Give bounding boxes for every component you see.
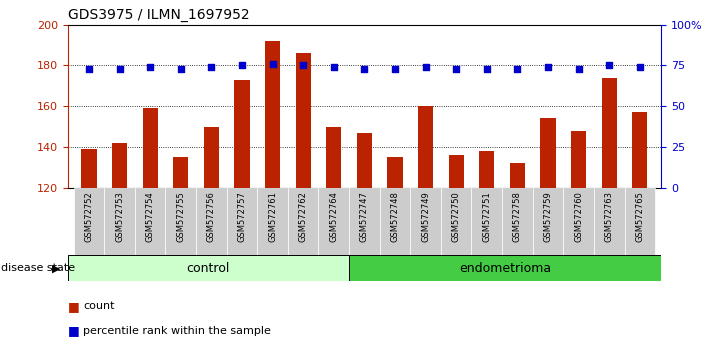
Point (144, 64, 156, 70)
Point (267, 61, 278, 67)
Bar (602, 78, 617, 188)
Point (359, 66, 370, 72)
Point (297, 63, 309, 68)
Text: GSM572755: GSM572755 (176, 191, 186, 242)
Bar (166, 188, 196, 255)
Text: endometrioma: endometrioma (459, 262, 551, 275)
Bar (142, 108, 158, 188)
Bar (571, 131, 587, 188)
Point (481, 66, 493, 72)
Bar (594, 188, 624, 255)
Bar (227, 188, 257, 255)
Text: count: count (83, 301, 114, 311)
Bar (410, 188, 441, 255)
Bar (173, 157, 188, 188)
Text: GSM572752: GSM572752 (85, 191, 93, 242)
Bar (326, 127, 341, 188)
Text: GSM572754: GSM572754 (146, 191, 155, 242)
Text: GSM572747: GSM572747 (360, 191, 369, 242)
Bar (296, 53, 311, 188)
Text: GSM572757: GSM572757 (237, 191, 247, 242)
Bar (540, 118, 556, 188)
Bar (235, 80, 250, 188)
Text: GSM572753: GSM572753 (115, 191, 124, 242)
Bar (74, 188, 105, 255)
Bar (449, 155, 464, 188)
Text: GSM572748: GSM572748 (390, 191, 400, 242)
Text: GSM572762: GSM572762 (299, 191, 308, 242)
Point (205, 64, 217, 70)
Point (114, 66, 125, 72)
Bar (81, 149, 97, 188)
Bar (319, 188, 349, 255)
Bar (624, 188, 655, 255)
Text: GSM572750: GSM572750 (451, 191, 461, 242)
Point (634, 64, 646, 70)
Bar (479, 151, 494, 188)
Bar (204, 127, 219, 188)
Bar (196, 188, 227, 255)
Bar (471, 188, 502, 255)
Bar (380, 188, 410, 255)
Bar (265, 41, 280, 188)
Bar (68, 255, 349, 281)
Text: GSM572761: GSM572761 (268, 191, 277, 242)
Text: disease state: disease state (1, 263, 75, 273)
Text: control: control (186, 262, 230, 275)
Point (512, 66, 523, 72)
Point (390, 66, 401, 72)
Text: ▶: ▶ (52, 263, 60, 273)
Bar (357, 133, 372, 188)
Bar (632, 112, 648, 188)
Point (604, 63, 615, 68)
Bar (563, 188, 594, 255)
Bar (112, 143, 127, 188)
Point (420, 64, 432, 70)
Text: ■: ■ (68, 300, 80, 313)
Bar (502, 188, 533, 255)
Text: GSM572758: GSM572758 (513, 191, 522, 242)
Text: GSM572765: GSM572765 (636, 191, 644, 242)
Text: GDS3975 / ILMN_1697952: GDS3975 / ILMN_1697952 (68, 8, 249, 22)
Bar (387, 157, 402, 188)
Bar (441, 188, 471, 255)
Bar (349, 188, 380, 255)
Bar (510, 163, 525, 188)
Bar (257, 188, 288, 255)
Point (83, 66, 95, 72)
Text: GSM572756: GSM572756 (207, 191, 216, 242)
Point (542, 64, 554, 70)
Bar (135, 188, 166, 255)
Bar (418, 106, 433, 188)
Text: percentile rank within the sample: percentile rank within the sample (83, 326, 271, 336)
Bar (105, 188, 135, 255)
Text: GSM572764: GSM572764 (329, 191, 338, 242)
Point (451, 66, 462, 72)
Point (236, 63, 247, 68)
Text: GSM572763: GSM572763 (605, 191, 614, 242)
Text: GSM572759: GSM572759 (543, 191, 552, 242)
Point (175, 66, 186, 72)
Bar (533, 188, 563, 255)
Bar (288, 188, 319, 255)
Text: GSM572749: GSM572749 (421, 191, 430, 242)
Text: GSM572760: GSM572760 (574, 191, 583, 242)
Point (328, 64, 339, 70)
Text: GSM572751: GSM572751 (482, 191, 491, 242)
Text: ■: ■ (68, 325, 80, 337)
Bar (349, 255, 661, 281)
Point (573, 66, 584, 72)
